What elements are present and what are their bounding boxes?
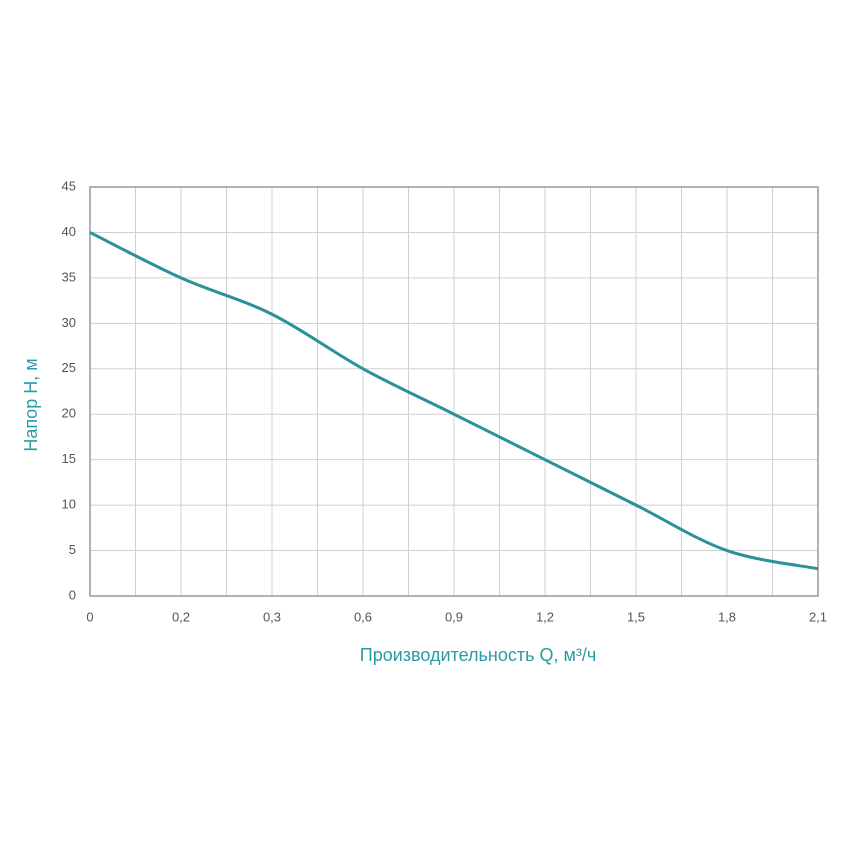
x-tick-label: 1,2: [536, 609, 554, 624]
y-tick-label: 35: [62, 269, 76, 284]
x-tick-label: 0: [86, 609, 93, 624]
y-tick-label: 40: [62, 224, 76, 239]
x-tick-label: 0,9: [445, 609, 463, 624]
data-line: [89, 231, 819, 571]
x-tick-label: 0,6: [354, 609, 372, 624]
x-axis-label: Производительность Q, м³/ч: [360, 645, 596, 665]
x-tick-label: 1,5: [627, 609, 645, 624]
y-tick-label: 30: [62, 315, 76, 330]
y-tick-label: 20: [62, 406, 76, 421]
y-axis-label: Напор Н, м: [21, 358, 41, 451]
y-tick-label: 15: [62, 451, 76, 466]
y-tick-label: 25: [62, 360, 76, 375]
y-tick-label: 5: [69, 542, 76, 557]
x-tick-label: 0,2: [172, 609, 190, 624]
x-tick-label: 0,3: [263, 609, 281, 624]
y-tick-label: 45: [62, 178, 76, 193]
x-tick-label: 2,1: [809, 609, 827, 624]
y-tick-label: 0: [69, 587, 76, 602]
y-tick-label: 10: [62, 497, 76, 512]
plot-frame: [89, 186, 819, 597]
x-tick-label: 1,8: [718, 609, 736, 624]
